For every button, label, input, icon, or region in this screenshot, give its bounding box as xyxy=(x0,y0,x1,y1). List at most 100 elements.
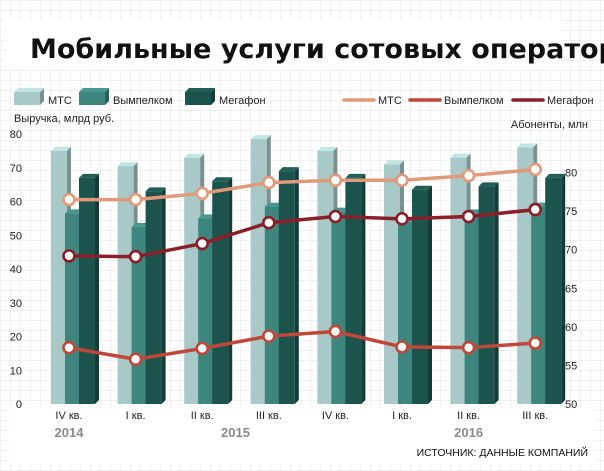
bar-front xyxy=(545,177,562,404)
line-legend-item: Мегафон xyxy=(511,95,594,107)
bar-legend-swatch-top xyxy=(14,88,44,92)
bar-legend-swatch-top xyxy=(79,88,109,92)
bar-front xyxy=(198,218,215,404)
bar-side xyxy=(428,185,432,404)
bar-legend-swatch-side xyxy=(211,88,215,105)
y-tick-left-label: 0 xyxy=(16,399,22,411)
bar-front xyxy=(450,157,467,404)
line-point xyxy=(261,329,276,343)
bar-front xyxy=(184,157,201,404)
bar-side xyxy=(161,187,166,404)
bar-top xyxy=(250,135,271,140)
bar-front xyxy=(331,211,348,404)
line-point xyxy=(195,236,209,251)
bar-side xyxy=(561,173,566,404)
bar-top xyxy=(478,182,499,187)
line-series xyxy=(68,329,536,362)
bar xyxy=(345,173,366,404)
y-tick-right-label: 65 xyxy=(565,283,577,295)
bar-legend-swatch xyxy=(185,92,211,105)
bar-legend-item: Мегафон xyxy=(185,88,266,107)
y-axis-label-right: Абоненты, млн xyxy=(511,119,588,131)
line-point xyxy=(128,352,143,367)
bar xyxy=(545,173,566,404)
y-axis-right: 50 55 60 65 70 75 80 xyxy=(565,168,577,411)
bar-front xyxy=(517,147,534,404)
line-series xyxy=(68,207,536,259)
y-tick-right-label: 80 xyxy=(565,168,577,180)
year-label: 2015 xyxy=(221,425,250,440)
bar-front xyxy=(264,206,281,404)
bar-legend-item: МТС xyxy=(14,88,72,107)
bar-top xyxy=(51,146,71,151)
y-tick-right-label: 70 xyxy=(565,245,577,257)
bar-top xyxy=(278,167,299,172)
bar xyxy=(212,177,233,404)
line-point xyxy=(128,192,143,207)
bar-legend: МТС Вымпелком Мегафон xyxy=(14,88,266,107)
bar-top xyxy=(317,146,338,151)
bar xyxy=(478,182,499,404)
bar-side xyxy=(494,182,499,404)
x-tick-label: IV кв. xyxy=(322,410,349,422)
bar-top xyxy=(117,162,138,167)
x-tick-label: II кв. xyxy=(191,410,214,422)
line-point xyxy=(195,341,209,356)
line-legend: МТС Вымпелком Мегафон xyxy=(342,95,594,107)
y-axis-label-left: Выручка, млрд руб. xyxy=(14,113,114,125)
bar-legend-swatch xyxy=(79,92,105,105)
line-point xyxy=(328,173,343,188)
line-legend-label: Вымпелком xyxy=(444,95,504,107)
bar-top xyxy=(384,160,404,165)
bar-top xyxy=(345,173,366,178)
x-axis-panel xyxy=(10,408,594,464)
bar-side xyxy=(294,167,299,404)
bar-top xyxy=(145,187,166,192)
title-panel xyxy=(6,20,561,69)
line-point xyxy=(195,186,209,201)
line-point xyxy=(395,212,409,226)
year-label: 2016 xyxy=(454,425,483,440)
y-tick-left-label: 10 xyxy=(10,365,22,377)
line-series xyxy=(69,167,536,202)
bar-front xyxy=(117,166,134,404)
line-point xyxy=(461,168,476,183)
y-tick-left-label: 30 xyxy=(10,298,22,310)
line-point xyxy=(395,173,409,188)
y-tick-right-label: 60 xyxy=(565,322,577,334)
line-point xyxy=(128,249,143,264)
bar-top xyxy=(545,173,566,178)
bar xyxy=(412,185,432,404)
line-point xyxy=(328,209,343,224)
line-point xyxy=(261,175,276,190)
y-tick-right-label: 55 xyxy=(565,360,577,372)
x-tick-label: II кв. xyxy=(457,410,480,422)
bar-top xyxy=(79,173,99,178)
bar-top xyxy=(450,153,471,158)
bar-legend-swatch-side xyxy=(40,88,44,105)
y-tick-left-label: 80 xyxy=(10,129,22,141)
x-tick-label: I кв. xyxy=(126,410,146,422)
bar-top xyxy=(517,143,538,148)
line-point xyxy=(395,340,409,354)
bar-front xyxy=(212,181,229,404)
bar-front xyxy=(531,206,548,404)
bar-front xyxy=(51,150,67,404)
bar-front xyxy=(317,150,334,404)
bar-top xyxy=(184,153,205,158)
y-tick-left-label: 50 xyxy=(10,230,22,242)
bar-legend-label: МТС xyxy=(48,95,72,107)
source-note: ИСТОЧНИК: ДАННЫЕ КОМПАНИЙ xyxy=(417,446,588,459)
line-legend-label: Мегафон xyxy=(547,95,594,107)
bar xyxy=(145,187,166,404)
y-tick-right-label: 50 xyxy=(565,399,577,411)
line-point xyxy=(328,324,343,339)
bar-front xyxy=(412,189,428,404)
x-axis: IV кв. I кв. II кв. III кв. IV кв. I кв. II кв… xyxy=(55,410,548,422)
y-tick-left-label: 60 xyxy=(10,197,22,209)
line-point xyxy=(62,249,76,263)
line-point xyxy=(62,340,76,355)
bar-legend-swatch-top xyxy=(185,88,215,92)
